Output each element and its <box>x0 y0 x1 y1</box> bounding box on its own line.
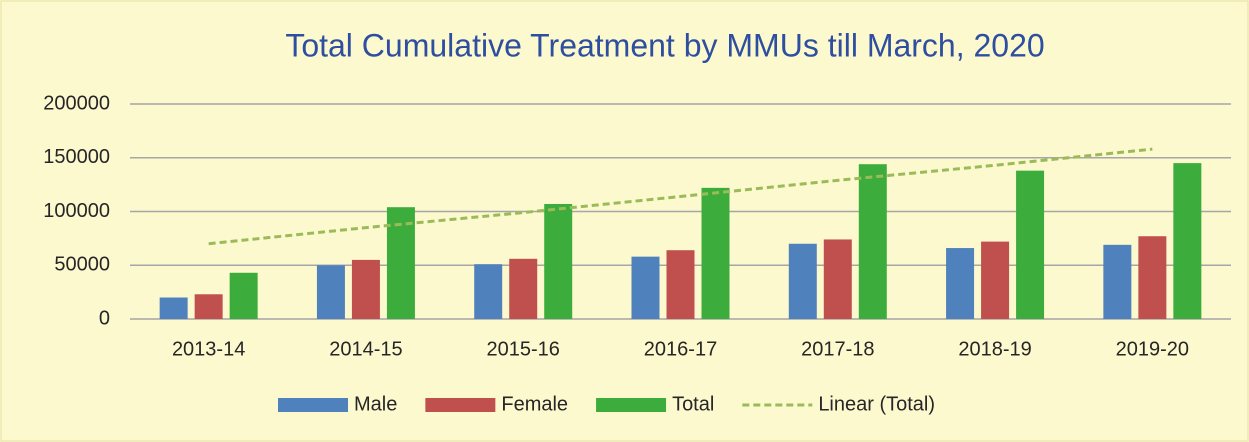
y-tick-label: 150000 <box>43 146 110 168</box>
legend-label: Male <box>354 393 397 415</box>
bar <box>351 259 380 319</box>
bar <box>159 297 188 319</box>
bar <box>194 294 223 319</box>
bar <box>788 243 817 319</box>
bar <box>823 239 852 319</box>
bar <box>229 272 258 319</box>
bar <box>1016 170 1045 319</box>
legend-swatch <box>278 398 348 412</box>
legend-swatch <box>425 398 496 412</box>
bar <box>509 258 538 319</box>
y-tick-label: 200000 <box>43 92 110 114</box>
bar <box>1173 163 1202 319</box>
bar <box>316 265 345 319</box>
trend-line <box>208 147 1153 246</box>
bar <box>858 164 887 319</box>
x-tick-label: 2015-16 <box>487 338 560 360</box>
x-tick-label: 2016-17 <box>644 338 717 360</box>
chart-title: Total Cumulative Treatment by MMUs till … <box>285 27 1044 63</box>
x-tick-label: 2019-20 <box>1116 338 1189 360</box>
bar <box>631 256 660 319</box>
bar <box>1103 244 1132 319</box>
bar <box>474 264 503 319</box>
y-tick-label: 0 <box>99 307 110 329</box>
y-tick-label: 100000 <box>43 200 110 222</box>
bar <box>701 187 730 319</box>
x-tick-label: 2017-18 <box>801 338 874 360</box>
x-tick-label: 2018-19 <box>958 338 1031 360</box>
x-tick-label: 2013-14 <box>172 338 245 360</box>
bar <box>544 203 573 319</box>
legend-label: Total <box>672 393 714 415</box>
y-tick-label: 50000 <box>54 254 110 276</box>
bar <box>666 250 695 319</box>
legend-label: Female <box>501 393 568 415</box>
x-tick-label: 2014-15 <box>329 338 402 360</box>
bar <box>981 241 1010 319</box>
bar <box>946 248 975 319</box>
legend-label: Linear (Total) <box>818 393 935 415</box>
bar <box>386 207 415 319</box>
legend-swatch <box>596 398 667 412</box>
bar <box>1138 236 1167 319</box>
